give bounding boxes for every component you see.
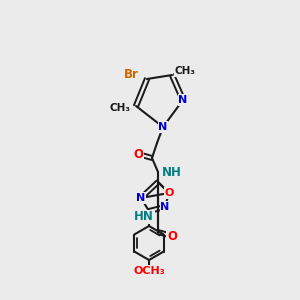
Text: N: N (136, 193, 146, 203)
Text: NH: NH (162, 166, 182, 178)
Text: OCH₃: OCH₃ (133, 266, 165, 276)
Text: N: N (160, 202, 169, 212)
Text: CH₃: CH₃ (175, 66, 196, 76)
Text: O: O (167, 230, 177, 242)
Text: O: O (133, 148, 143, 160)
Text: CH₃: CH₃ (110, 103, 130, 113)
Text: N: N (158, 122, 168, 132)
Text: O: O (164, 188, 174, 198)
Text: Br: Br (124, 68, 138, 80)
Text: N: N (178, 95, 188, 105)
Text: HN: HN (134, 211, 154, 224)
